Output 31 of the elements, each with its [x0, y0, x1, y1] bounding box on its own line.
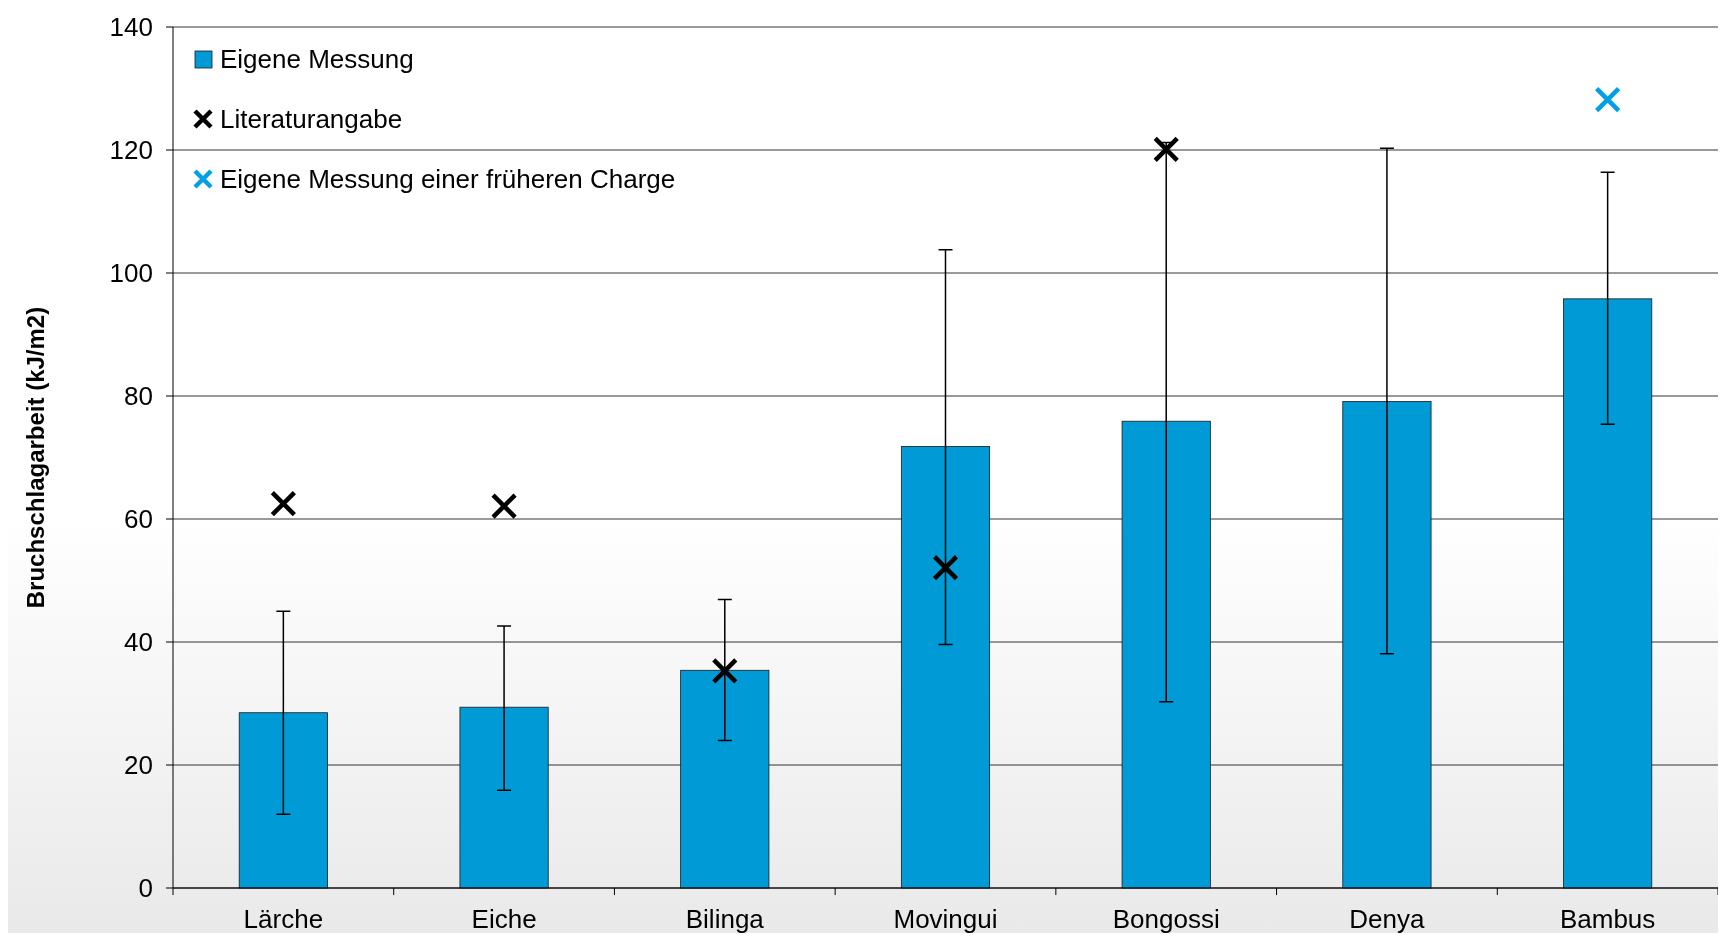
- point: [270, 490, 297, 517]
- legend-label: Literaturangabe: [220, 104, 403, 135]
- x-tick-label: Bongossi: [1112, 904, 1220, 934]
- y-tick-label: 80: [124, 381, 153, 412]
- y-tick-label: 0: [138, 873, 153, 904]
- point: [711, 657, 739, 685]
- y-tick-label: 60: [124, 504, 153, 535]
- bar: [1121, 420, 1211, 889]
- x-tick-label: Bilinga: [685, 904, 765, 934]
- bar: [1563, 298, 1653, 889]
- y-tick-label: 120: [109, 135, 153, 166]
- legend-label: Eigene Messung einer früheren Charge: [220, 164, 676, 195]
- y-tick-label: 100: [109, 258, 153, 289]
- y-tick-label: 140: [109, 12, 153, 43]
- x-tick-label: Bambus: [1559, 904, 1656, 934]
- legend-label: Eigene Messung: [220, 44, 414, 75]
- bar: [1342, 401, 1432, 889]
- bar: [900, 446, 991, 889]
- point: [932, 554, 959, 581]
- x-tick-label: Movingui: [893, 904, 998, 934]
- x-tick-label: Lärche: [243, 904, 324, 934]
- point: [490, 492, 518, 520]
- x-tick-label: Eiche: [471, 904, 537, 934]
- point: [1152, 136, 1180, 163]
- bar: [459, 706, 549, 889]
- y-tick-label: 40: [124, 627, 153, 658]
- y-axis-title: Bruchschlagarbeit (kJ/m2): [22, 306, 49, 609]
- y-tick-label: 20: [124, 750, 153, 781]
- x-tick-label: Denya: [1349, 904, 1426, 934]
- bar: [238, 712, 328, 889]
- bar: [680, 669, 770, 889]
